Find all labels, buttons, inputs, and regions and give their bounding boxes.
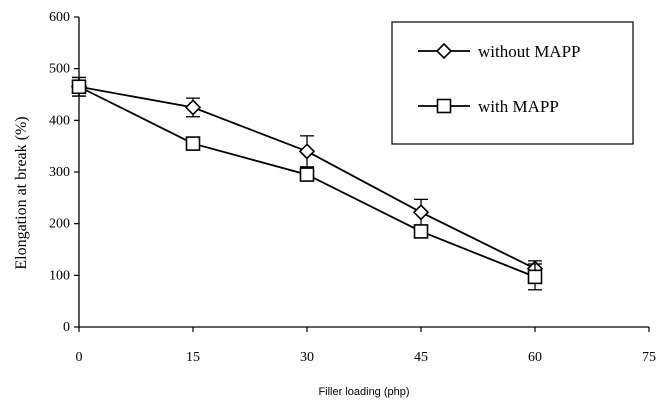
data-point-diamond	[184, 99, 202, 116]
data-point-square	[299, 167, 315, 182]
y-tick-label: 0	[63, 320, 70, 335]
x-tick-label: 15	[186, 350, 200, 365]
legend-marker-diamond	[435, 42, 453, 60]
x-axis-label: Filler loading (php)	[318, 386, 409, 398]
data-point-square	[185, 136, 201, 151]
legend-label: without MAPP	[478, 42, 581, 61]
legend: without MAPP with MAPP	[391, 21, 634, 145]
series-2	[71, 76, 543, 291]
y-tick-label: 400	[49, 113, 70, 128]
y-tick-label: 100	[49, 268, 70, 283]
legend-label: with MAPP	[478, 97, 559, 116]
data-point-square	[71, 79, 87, 95]
data-point-diamond	[412, 204, 430, 221]
legend-marker-square	[436, 98, 452, 114]
x-axis-ticks: 0 15 30 45 60 75	[76, 327, 656, 365]
data-point-square	[527, 269, 543, 285]
x-tick-label: 75	[642, 350, 656, 365]
y-axis-label: Elongation at break (%)	[13, 116, 30, 269]
y-tick-label: 200	[49, 217, 70, 232]
series-1	[70, 76, 544, 278]
x-tick-label: 60	[528, 350, 542, 365]
x-tick-label: 45	[414, 350, 428, 365]
data-point-square	[413, 224, 429, 239]
y-axis-ticks: 0 100 200 300 400 500 600	[49, 10, 79, 335]
series-layer	[70, 76, 544, 291]
x-tick-label: 30	[300, 350, 314, 365]
y-tick-label: 300	[49, 165, 70, 180]
legend-box	[391, 21, 634, 145]
y-tick-label: 500	[49, 62, 70, 77]
data-point-diamond	[298, 143, 316, 160]
x-tick-label: 0	[76, 350, 83, 365]
y-tick-label: 600	[49, 10, 70, 25]
